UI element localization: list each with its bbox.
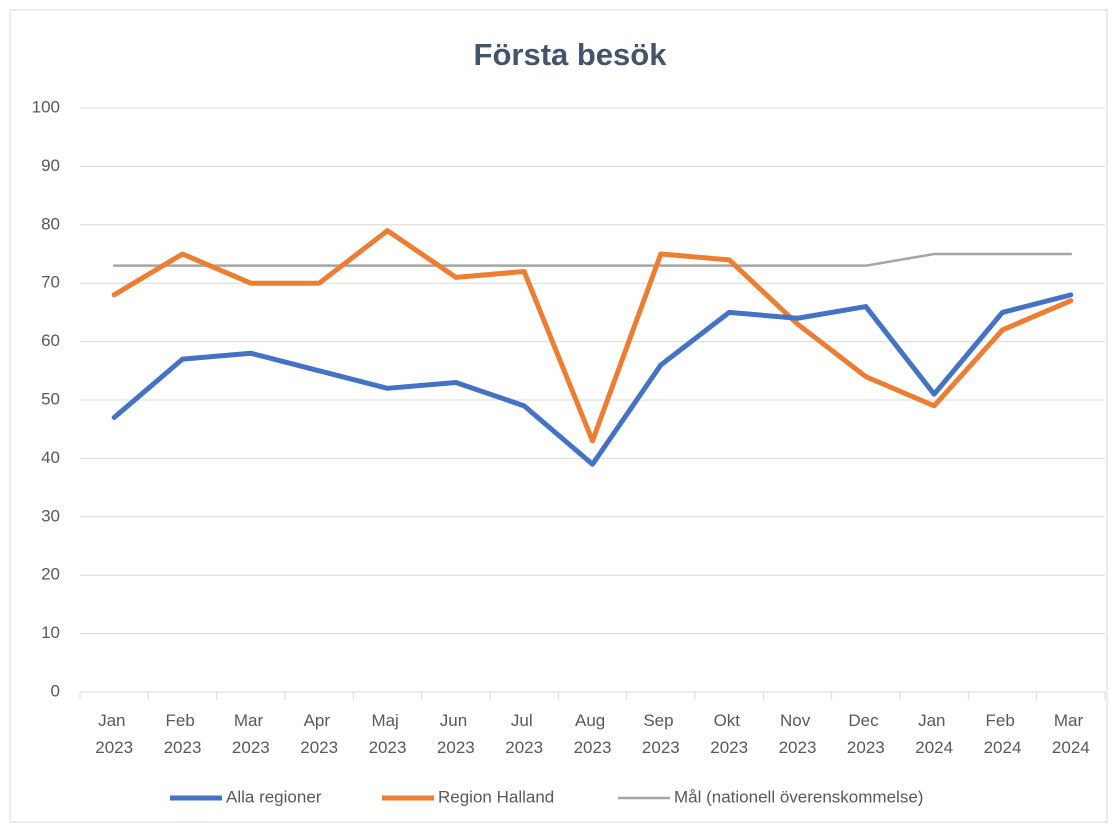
x-tick-label: Mar 2023 — [232, 711, 270, 757]
x-tick-label: Jul 2023 — [505, 711, 543, 757]
y-tick-label: 10 — [41, 623, 60, 642]
x-tick-label: Jan 2023 — [95, 711, 133, 757]
y-tick-label: 100 — [32, 97, 60, 116]
y-tick-label: 90 — [41, 156, 60, 175]
x-tick-label: Feb 2024 — [984, 711, 1022, 757]
y-tick-label: 60 — [41, 331, 60, 350]
legend-label: Alla regioner — [226, 787, 322, 806]
x-tick-label: Mar 2024 — [1052, 711, 1090, 757]
chart-title: Första besök — [474, 37, 668, 72]
x-tick-label: Apr 2023 — [300, 711, 338, 757]
y-tick-label: 70 — [41, 273, 60, 292]
x-tick-label: Feb 2023 — [164, 711, 202, 757]
legend-label: Mål (nationell överenskommelse) — [674, 787, 923, 806]
x-tick-label: Jun 2023 — [437, 711, 475, 757]
y-tick-label: 20 — [41, 565, 60, 584]
x-tick-label: Nov 2023 — [779, 711, 817, 757]
x-tick-label: Sep 2023 — [642, 711, 680, 757]
x-tick-label: Jan 2024 — [915, 711, 953, 757]
y-tick-label: 0 — [51, 681, 60, 700]
y-tick-label: 40 — [41, 448, 60, 467]
chart-frame — [9, 9, 1108, 823]
x-tick-label: Maj 2023 — [369, 711, 407, 757]
x-tick-label: Okt 2023 — [710, 711, 748, 757]
y-tick-label: 30 — [41, 506, 60, 525]
y-tick-label: 50 — [41, 389, 60, 408]
y-tick-label: 80 — [41, 214, 60, 233]
legend-label: Region Halland — [438, 787, 554, 806]
series-line — [112, 252, 1073, 267]
series-line — [111, 228, 1074, 444]
x-tick-label: Aug 2023 — [574, 711, 612, 757]
x-tick-label: Dec 2023 — [847, 711, 885, 757]
series-line — [111, 292, 1074, 467]
